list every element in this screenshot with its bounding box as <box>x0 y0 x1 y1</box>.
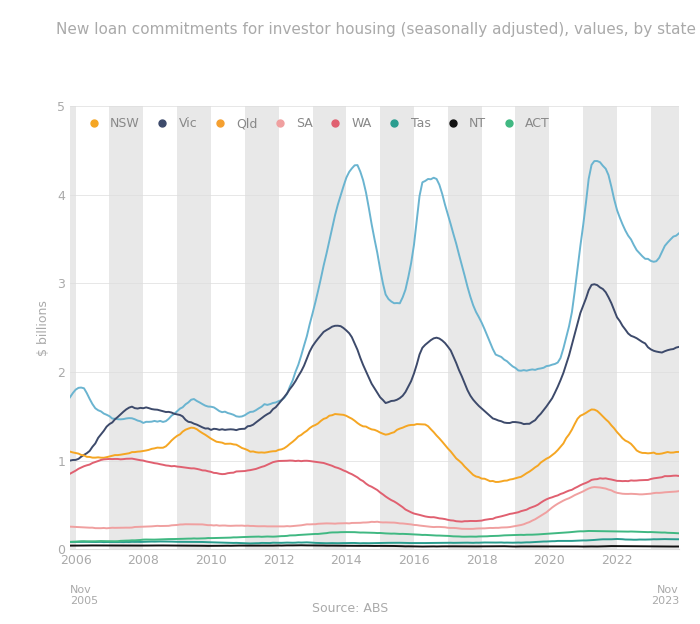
Bar <box>177 106 211 549</box>
Bar <box>245 106 279 549</box>
Text: Nov
2005: Nov 2005 <box>70 585 98 606</box>
Line: Tas: Tas <box>70 539 679 544</box>
Bar <box>448 106 482 549</box>
Bar <box>651 106 685 549</box>
Line: NT: NT <box>70 545 679 547</box>
Text: Nov
2023: Nov 2023 <box>651 585 679 606</box>
Line: Vic: Vic <box>70 285 679 461</box>
Y-axis label: $ billions: $ billions <box>37 300 50 356</box>
Line: WA: WA <box>70 459 679 522</box>
Bar <box>380 106 414 549</box>
Line: NSW: NSW <box>70 161 679 423</box>
Bar <box>109 106 144 549</box>
Bar <box>42 106 76 549</box>
Text: New loan commitments for investor housing (seasonally adjusted), values, by stat: New loan commitments for investor housin… <box>56 22 696 37</box>
Line: ACT: ACT <box>70 531 679 542</box>
Bar <box>515 106 550 549</box>
Line: SA: SA <box>70 487 679 529</box>
Bar <box>312 106 346 549</box>
Legend: NSW, Vic, Qld, SA, WA, Tas, NT, ACT: NSW, Vic, Qld, SA, WA, Tas, NT, ACT <box>76 112 555 135</box>
Text: Source: ABS: Source: ABS <box>312 602 388 615</box>
Line: Qld: Qld <box>70 409 679 482</box>
Bar <box>583 106 617 549</box>
